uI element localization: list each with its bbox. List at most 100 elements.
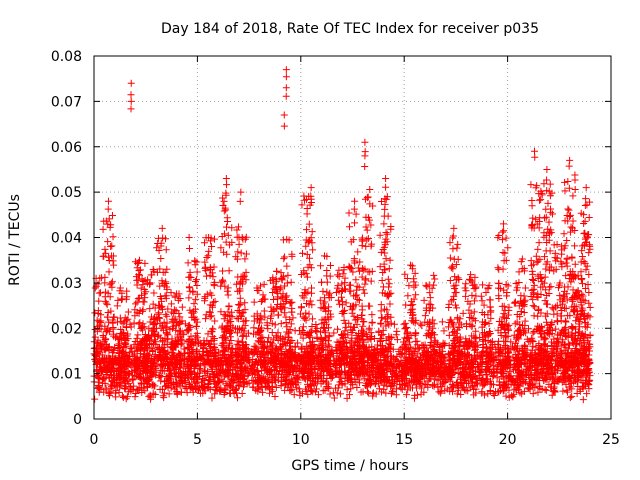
data-point — [241, 255, 249, 263]
data-point — [123, 332, 131, 340]
data-point — [429, 324, 437, 332]
data-point — [462, 280, 470, 288]
data-point — [210, 336, 218, 344]
data-point — [234, 223, 242, 231]
data-point — [454, 240, 462, 248]
data-point — [516, 389, 524, 397]
data-point — [330, 329, 338, 337]
data-point — [157, 355, 165, 363]
data-point — [117, 326, 125, 334]
data-point — [430, 382, 438, 390]
data-point — [260, 357, 268, 365]
data-point — [188, 383, 196, 391]
data-point — [287, 278, 295, 286]
data-point — [172, 370, 180, 378]
data-point — [393, 336, 401, 344]
data-point — [358, 236, 366, 244]
data-point — [121, 314, 129, 322]
data-point — [498, 383, 506, 391]
data-point — [157, 295, 165, 303]
data-point — [239, 331, 247, 339]
data-point — [359, 363, 367, 371]
data-point — [185, 284, 193, 292]
data-point — [257, 316, 265, 324]
data-point — [457, 349, 465, 357]
data-point — [374, 341, 382, 349]
data-point — [143, 354, 151, 362]
data-point — [472, 379, 480, 387]
data-point — [273, 268, 281, 276]
data-point — [242, 250, 250, 258]
data-point — [506, 368, 514, 376]
data-point — [105, 318, 113, 326]
data-point — [142, 353, 150, 361]
data-point — [361, 289, 369, 297]
data-point — [255, 371, 263, 379]
data-point — [277, 345, 285, 353]
data-point — [289, 368, 297, 376]
data-point — [134, 295, 142, 303]
data-point — [317, 262, 325, 270]
data-point — [275, 370, 283, 378]
data-point — [104, 238, 112, 246]
data-point — [336, 390, 344, 398]
data-point — [234, 307, 242, 315]
data-point — [147, 271, 155, 279]
data-point — [184, 360, 192, 368]
data-point — [524, 366, 532, 374]
data-point — [271, 392, 279, 400]
data-point — [192, 295, 200, 303]
data-point — [218, 232, 226, 240]
data-point — [392, 331, 400, 339]
data-point — [100, 359, 108, 367]
data-point — [499, 265, 507, 273]
data-point — [277, 320, 285, 328]
data-point — [140, 323, 148, 331]
data-point — [376, 371, 384, 379]
data-point — [123, 351, 131, 359]
data-point — [301, 314, 309, 322]
data-point — [162, 382, 170, 390]
data-point — [444, 365, 452, 373]
data-point — [196, 384, 204, 392]
data-point — [314, 391, 322, 399]
data-point — [185, 321, 193, 329]
data-point — [167, 384, 175, 392]
data-point — [435, 343, 443, 351]
data-point — [477, 292, 485, 300]
data-point — [176, 294, 184, 302]
data-point — [388, 381, 396, 389]
data-point — [104, 324, 112, 332]
data-point — [95, 297, 103, 305]
data-point — [225, 341, 233, 349]
data-point — [160, 359, 168, 367]
data-point — [190, 300, 198, 308]
data-point — [206, 313, 214, 321]
data-point — [158, 367, 166, 375]
data-point — [108, 378, 116, 386]
data-point — [112, 365, 120, 373]
data-point — [109, 376, 117, 384]
data-point — [513, 377, 521, 385]
data-point — [132, 273, 140, 281]
data-point — [219, 351, 227, 359]
data-point — [233, 255, 241, 263]
data-point — [168, 318, 176, 326]
data-point — [112, 393, 120, 401]
data-point — [209, 325, 217, 333]
data-point — [445, 331, 453, 339]
data-point — [261, 383, 269, 391]
data-point — [113, 302, 121, 310]
data-point — [291, 342, 299, 350]
data-point — [389, 377, 397, 385]
data-point — [435, 375, 443, 383]
data-point — [250, 342, 258, 350]
data-point — [94, 381, 102, 389]
data-point — [142, 342, 150, 350]
data-point — [361, 369, 369, 377]
data-point — [228, 313, 236, 321]
data-point — [131, 312, 139, 320]
data-point — [143, 384, 151, 392]
data-point — [122, 295, 130, 303]
data-point — [315, 361, 323, 369]
